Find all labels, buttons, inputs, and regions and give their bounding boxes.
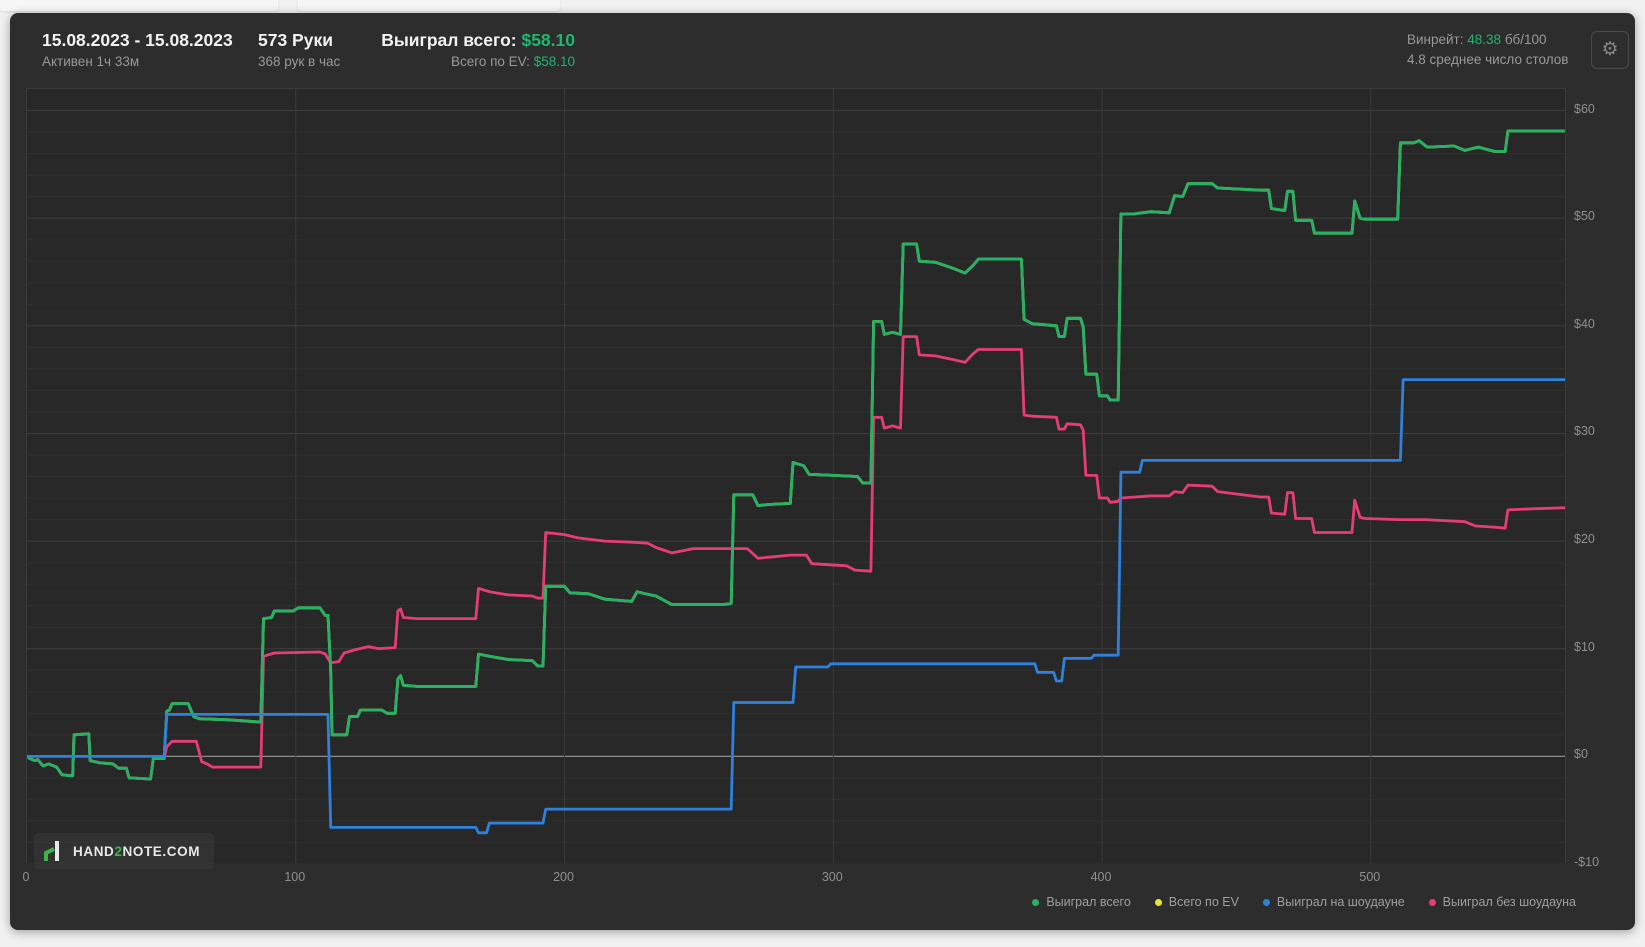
- legend-item-Выиграл без шоудауна[interactable]: Выиграл без шоудауна: [1428, 895, 1576, 909]
- y-tick-label: -$10: [1574, 855, 1600, 869]
- won-total-line: Выиграл всего: $58.10: [378, 28, 575, 52]
- winrate-block: Винрейт: 48.38 бб/100 4.8 среднее число …: [1407, 30, 1568, 70]
- series-line-Выиграл всего: [27, 129, 1565, 781]
- winrate-label: Винрейт:: [1407, 32, 1464, 47]
- x-tick-label: 0: [22, 870, 30, 884]
- hand2note-watermark: HAND2NOTE.COM: [34, 833, 215, 869]
- series-line-Выиграл без шоудауна: [27, 335, 1565, 781]
- y-tick-label: $0: [1574, 747, 1588, 762]
- y-tick-label: $30: [1574, 424, 1595, 439]
- legend-dot: [1428, 898, 1436, 906]
- legend-item-Всего по EV[interactable]: Всего по EV: [1154, 895, 1239, 909]
- window-tab-remnant: [0, 0, 278, 11]
- winrate-value: 48.38: [1467, 32, 1502, 47]
- series-line-Выиграл на шоудауне: [27, 378, 1565, 835]
- legend-item-Выиграл всего[interactable]: Выиграл всего: [1032, 895, 1131, 909]
- x-tick-label: 400: [1090, 870, 1112, 884]
- x-tick-label: 200: [553, 870, 574, 884]
- legend-dot: [1262, 898, 1270, 906]
- date-range: 15.08.2023 - 15.08.2023: [42, 30, 233, 50]
- y-tick-label: $60: [1574, 101, 1595, 116]
- chart-legend: Выиграл всего Всего по EV Выиграл на шоуда…: [1032, 895, 1576, 909]
- y-tick-label: $40: [1574, 316, 1595, 331]
- active-time: Активен 1ч 33м: [42, 54, 140, 69]
- date-range-block: 15.08.2023 - 15.08.2023 Активен 1ч 33м: [42, 28, 233, 72]
- y-tick-label: $50: [1574, 209, 1595, 224]
- won-total-value: $58.10: [521, 30, 575, 50]
- legend-dot: [1032, 898, 1040, 906]
- legend-label: Выиграл на шоудауне: [1276, 895, 1405, 909]
- hand2note-logo-text: HAND2NOTE.COM: [73, 843, 201, 859]
- ev-value: $58.10: [533, 54, 575, 69]
- winrate-units: бб/100: [1504, 32, 1547, 47]
- ev-total-line: Всего по EV: $58.10: [378, 52, 575, 72]
- winnings-block: Выиграл всего: $58.10 Всего по EV: $58.1…: [378, 28, 575, 72]
- gear-icon: ⚙: [1601, 39, 1619, 60]
- hands-per-hour: 368 рук в час: [258, 54, 341, 69]
- avg-tables: 4.8 среднее число столов: [1407, 52, 1569, 67]
- settings-button[interactable]: ⚙: [1591, 31, 1629, 69]
- ev-label: Всего по EV:: [450, 54, 530, 69]
- hands-block: 573 Руки 368 рук в час: [258, 28, 340, 72]
- x-tick-label: 300: [821, 870, 843, 884]
- legend-item-Выиграл на шоудауне[interactable]: Выиграл на шоудауне: [1262, 895, 1405, 909]
- window-tab-remnant: [298, 0, 560, 11]
- won-total-label: Выиграл всего:: [381, 30, 517, 50]
- session-graph: $60 $50 $40 $30 $20 $10 $0 -$10 0 100 200 300 400 50…: [10, 13, 1635, 930]
- hand2note-logo-icon: [44, 841, 59, 861]
- y-tick-label: $20: [1574, 532, 1595, 547]
- x-tick-label: 100: [284, 870, 306, 884]
- graph-plot-area: [26, 88, 1566, 863]
- legend-label: Всего по EV: [1168, 895, 1239, 909]
- y-tick-label: $10: [1574, 639, 1595, 654]
- legend-label: Выиграл без шоудауна: [1442, 895, 1576, 909]
- legend-dot: [1154, 898, 1162, 906]
- x-tick-label: 500: [1359, 870, 1381, 884]
- hands-count: 573 Руки: [258, 30, 333, 50]
- session-results-panel: 15.08.2023 - 15.08.2023 Активен 1ч 33м 5…: [10, 13, 1635, 930]
- legend-label: Выиграл всего: [1046, 895, 1131, 909]
- winrate-line: Винрейт: 48.38 бб/100: [1407, 30, 1568, 50]
